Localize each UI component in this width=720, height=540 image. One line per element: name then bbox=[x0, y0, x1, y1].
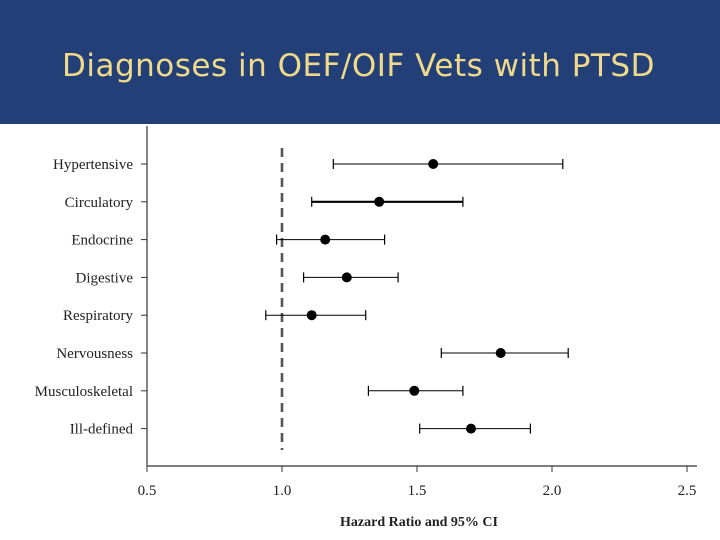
category-label: Hypertensive bbox=[53, 157, 133, 173]
title-banner: Diagnoses in OEF/OIF Vets with PTSD bbox=[0, 0, 720, 124]
x-axis-title: Hazard Ratio and 95% CI bbox=[340, 515, 498, 530]
category-label: Endocrine bbox=[71, 233, 133, 249]
estimate-point bbox=[428, 159, 439, 169]
estimate-point bbox=[466, 423, 476, 434]
estimate-point bbox=[495, 348, 506, 358]
forest-plot: Hypertensive Circulatory Endocrine Digestiv… bbox=[35, 126, 697, 530]
slide-title: Diagnoses in OEF/OIF Vets with PTSD bbox=[62, 48, 655, 84]
category-label: Digestive bbox=[76, 270, 134, 286]
category-label: Respiratory bbox=[63, 308, 133, 324]
category-label: Circulatory bbox=[65, 195, 134, 211]
x-tick-label: 1.5 bbox=[408, 483, 427, 499]
estimate-point bbox=[320, 234, 331, 245]
category-label: Musculoskeletal bbox=[35, 384, 133, 400]
estimate-point bbox=[341, 272, 352, 283]
x-tick-label: 2.0 bbox=[543, 483, 562, 499]
chart-area: Hypertensive Circulatory Endocrine Digestiv… bbox=[0, 124, 720, 540]
estimate-point bbox=[306, 310, 317, 321]
category-label: Ill-defined bbox=[70, 422, 134, 438]
x-tick-label: 2.5 bbox=[678, 483, 697, 499]
estimate-point bbox=[409, 385, 420, 396]
x-tick-label: 1.0 bbox=[273, 483, 292, 499]
estimate-point bbox=[374, 196, 385, 207]
x-tick-label: 0.5 bbox=[138, 483, 157, 499]
category-label: Nervousness bbox=[56, 346, 133, 362]
